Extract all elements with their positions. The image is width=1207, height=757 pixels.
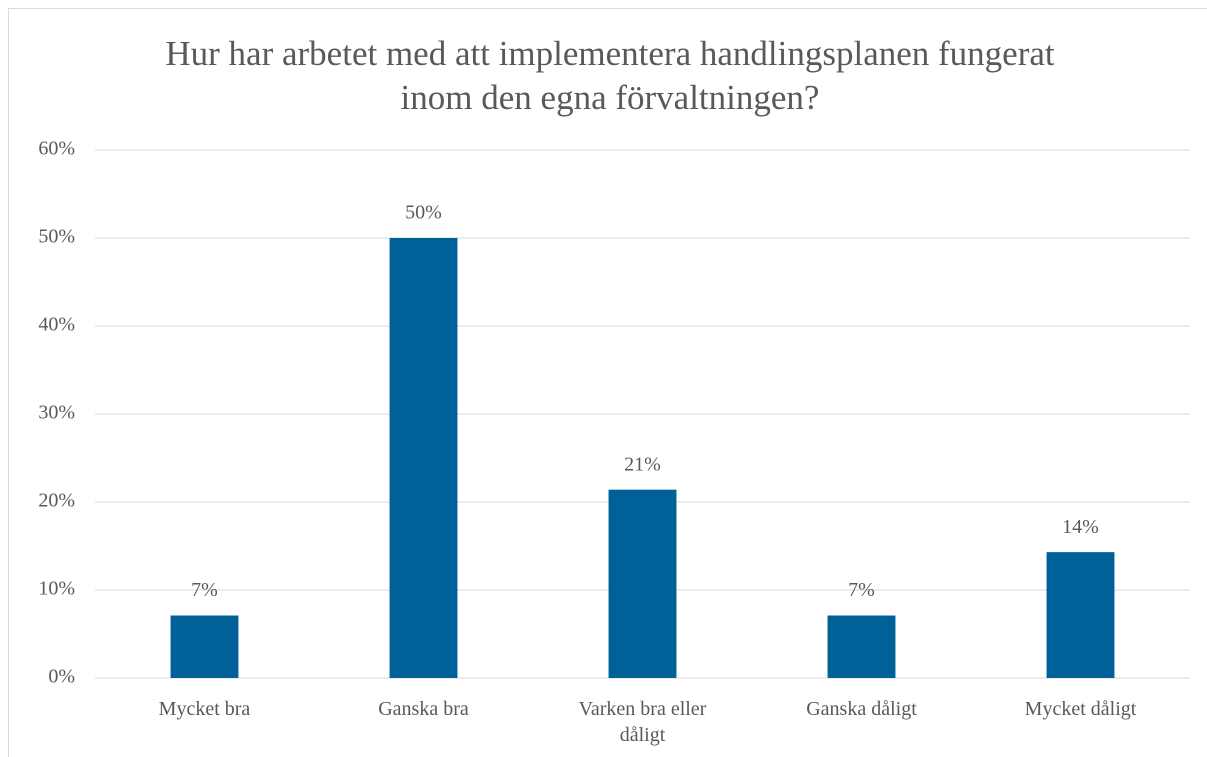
y-tick-label: 0% [48,666,75,688]
y-tick-label: 40% [38,314,75,336]
y-tick-label: 60% [38,138,75,160]
data-label: 7% [848,579,875,601]
y-tick-label: 20% [38,490,75,512]
bar [1046,552,1115,678]
x-tick-label: Ganska dåligt [806,698,917,720]
y-tick-label: 50% [38,226,75,248]
data-label: 21% [624,453,661,475]
y-tick-label: 30% [38,402,75,424]
data-label: 14% [1062,516,1099,538]
bar [827,615,896,678]
data-label: 50% [405,202,442,224]
data-label: 7% [191,579,218,601]
x-tick-label: Varken bra eller dåligt [578,698,707,746]
bar [608,489,677,678]
chart-title: Hur har arbetet med att implementera han… [165,34,1055,117]
x-tick-label: Mycket dåligt [1024,698,1137,720]
chart-border [8,8,1207,757]
x-tick-label: Mycket bra [158,698,251,720]
y-tick-label: 10% [38,578,75,600]
x-tick-label: Ganska bra [378,698,469,720]
bar [170,615,239,678]
bar [389,238,458,678]
